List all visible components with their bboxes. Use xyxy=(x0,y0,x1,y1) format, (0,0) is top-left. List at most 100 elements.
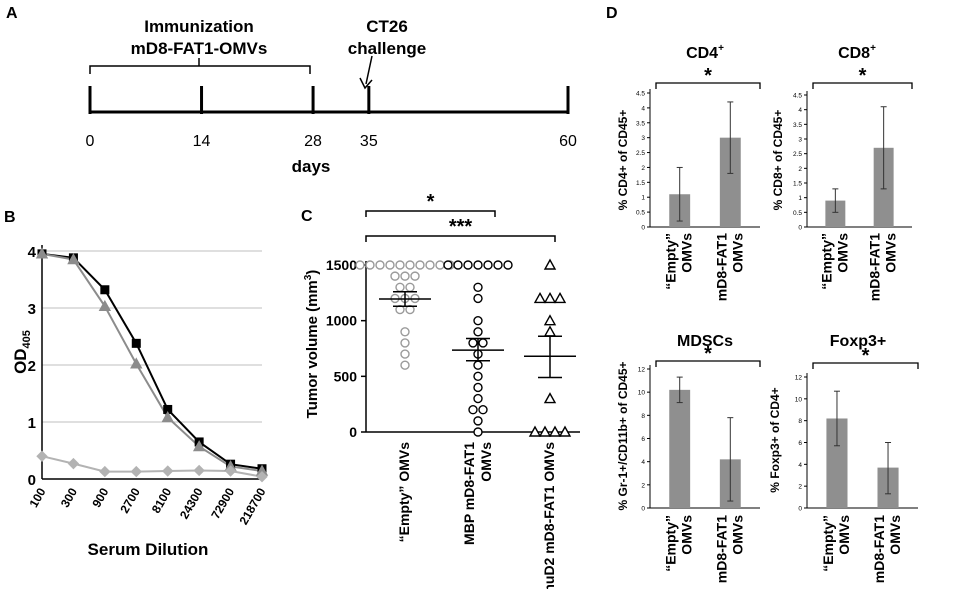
d-ytick-label: 6 xyxy=(798,440,802,447)
d-ytick-label: 0 xyxy=(641,506,645,513)
c-sig-label-1: *** xyxy=(449,216,473,238)
d-sig-bracket-0 xyxy=(655,82,761,89)
d-ytick-label: 10 xyxy=(638,390,646,397)
d-category-label: “Empty” xyxy=(820,515,836,572)
d-sig-bracket-2 xyxy=(655,360,761,367)
c-ytick-label: 0 xyxy=(349,424,357,440)
d-bar-1-0 xyxy=(825,200,846,227)
c-point-g0 xyxy=(405,282,415,292)
c-point-g1 xyxy=(473,382,483,393)
d-ytick-label: 4 xyxy=(641,105,645,112)
c-point-g1 xyxy=(478,405,488,415)
d-chart-title-sup: + xyxy=(870,43,876,54)
d-category-label: OMVs xyxy=(729,515,745,555)
d-ylabel-0: % CD4+ of CD45+ xyxy=(616,110,630,211)
b-point-s1 xyxy=(130,357,143,369)
d-ytick-label: 3.5 xyxy=(793,122,802,129)
c-point-g0 xyxy=(400,271,410,281)
c-point-g1 xyxy=(483,260,493,270)
d-ytick-label: 2.5 xyxy=(636,150,645,157)
b-point-s2 xyxy=(99,465,111,478)
d-ytick-label: 2 xyxy=(798,484,802,491)
d-ytick-label: 1 xyxy=(798,195,802,202)
d-sig-label-1: * xyxy=(859,65,867,87)
timeline-tick-label: 60 xyxy=(559,133,577,150)
c-point-g2 xyxy=(548,425,562,437)
b-point-s1 xyxy=(192,440,206,452)
d-category-label: “Empty” xyxy=(818,233,834,290)
d-ytick-label: 2 xyxy=(641,482,645,489)
d-ytick-label: 0.5 xyxy=(793,210,802,217)
c-point-g2 xyxy=(543,258,557,270)
d-ytick-label: 3 xyxy=(641,135,645,142)
d-category-label: OMVs xyxy=(729,233,745,273)
d-sig-bracket-3 xyxy=(812,362,919,369)
c-point-g2 xyxy=(543,325,557,337)
d-ytick-label: 1 xyxy=(641,195,645,202)
d-ytick-label: 0 xyxy=(798,506,802,513)
c-point-g0 xyxy=(395,260,405,270)
b-xtick-label: 8100 xyxy=(149,485,175,515)
b-point-s1 xyxy=(98,299,112,311)
c-category-label: OMVs xyxy=(478,442,494,482)
d-sig-label-3: * xyxy=(862,345,870,367)
c-point-g0 xyxy=(400,360,410,370)
d-chart-title-main: MDSCs xyxy=(677,333,733,350)
b-ytick-label: 0 xyxy=(28,472,36,489)
b-point-s1 xyxy=(35,247,49,259)
c-category-label: FhuD2 mD8-FAT1 OMVs xyxy=(541,442,557,589)
d-category-label: OMVs xyxy=(836,515,852,555)
c-point-g2 xyxy=(543,392,557,404)
d-category-label: OMVs xyxy=(887,515,903,555)
c-point-g1 xyxy=(463,260,473,270)
d-chart-title-3: Foxp3+ xyxy=(830,333,886,350)
b-ylabel: OD405 xyxy=(11,330,33,374)
c-point-g1 xyxy=(478,338,488,348)
d-category-label: mD8-FAT1 xyxy=(871,515,887,583)
d-ylabel-2: % Gr-1+/CD11b+ of CD45+ xyxy=(616,361,630,510)
c-point-g1 xyxy=(473,282,483,292)
timeline-tick-label: 0 xyxy=(86,133,95,150)
c-point-g1 xyxy=(473,427,483,437)
timeline-xlabel: days xyxy=(292,157,331,176)
b-xtick-label: 300 xyxy=(58,485,80,510)
d-ylabel-1: % CD8+ of CD45+ xyxy=(771,110,785,211)
d-chart-0: CD4+ * 0 0.5 1 1.5 2 2.5 3 3.5 4 4.5 % CD4+ of CD45+… xyxy=(616,43,761,301)
d-sig-label-2: * xyxy=(704,343,712,365)
c-point-g0 xyxy=(415,260,425,270)
d-bar-3-0 xyxy=(826,418,848,508)
b-xlabel: Serum Dilution xyxy=(88,540,209,559)
c-point-g0 xyxy=(375,260,385,270)
timeline-tick-label: 28 xyxy=(304,133,322,150)
d-chart-title-1: CD8+ xyxy=(838,43,876,62)
d-category-label: mD8-FAT1 xyxy=(867,233,883,301)
b-series-line-1 xyxy=(41,252,263,473)
d-ytick-label: 0 xyxy=(641,225,645,232)
b-point-s2 xyxy=(193,464,205,477)
d-bar-2-0 xyxy=(669,389,691,508)
timeline-tick-label: 14 xyxy=(193,133,211,150)
d-ytick-label: 1.5 xyxy=(636,180,645,187)
panel-a: A Immunization mD8-FAT1-OMVs CT26 challe… xyxy=(6,5,577,176)
d-category-label: mD8-FAT1 xyxy=(713,515,729,583)
challenge-arrow-head xyxy=(359,77,373,90)
b-xtick-label: 72900 xyxy=(208,485,237,521)
d-ytick-label: 4.5 xyxy=(793,93,802,100)
panel-label-c: C xyxy=(301,208,313,225)
challenge-sub-label: challenge xyxy=(348,39,426,58)
c-point-g0 xyxy=(400,349,410,359)
c-sig-label-0: * xyxy=(427,191,435,213)
d-ytick-label: 4 xyxy=(798,107,802,114)
c-point-g1 xyxy=(468,405,478,415)
panel-d: D CD4+*00.511.522.533.544.5% CD4+ of CD4… xyxy=(606,5,919,583)
d-bar-0-1 xyxy=(719,137,741,227)
immunization-bracket xyxy=(89,65,311,74)
c-point-g1 xyxy=(473,260,483,270)
d-chart-title-main: CD8 xyxy=(838,45,870,62)
c-point-g2 xyxy=(543,314,557,326)
b-point-s1 xyxy=(161,410,174,423)
d-ytick-label: 8 xyxy=(641,413,645,420)
b-ytick-label: 2 xyxy=(28,358,36,375)
